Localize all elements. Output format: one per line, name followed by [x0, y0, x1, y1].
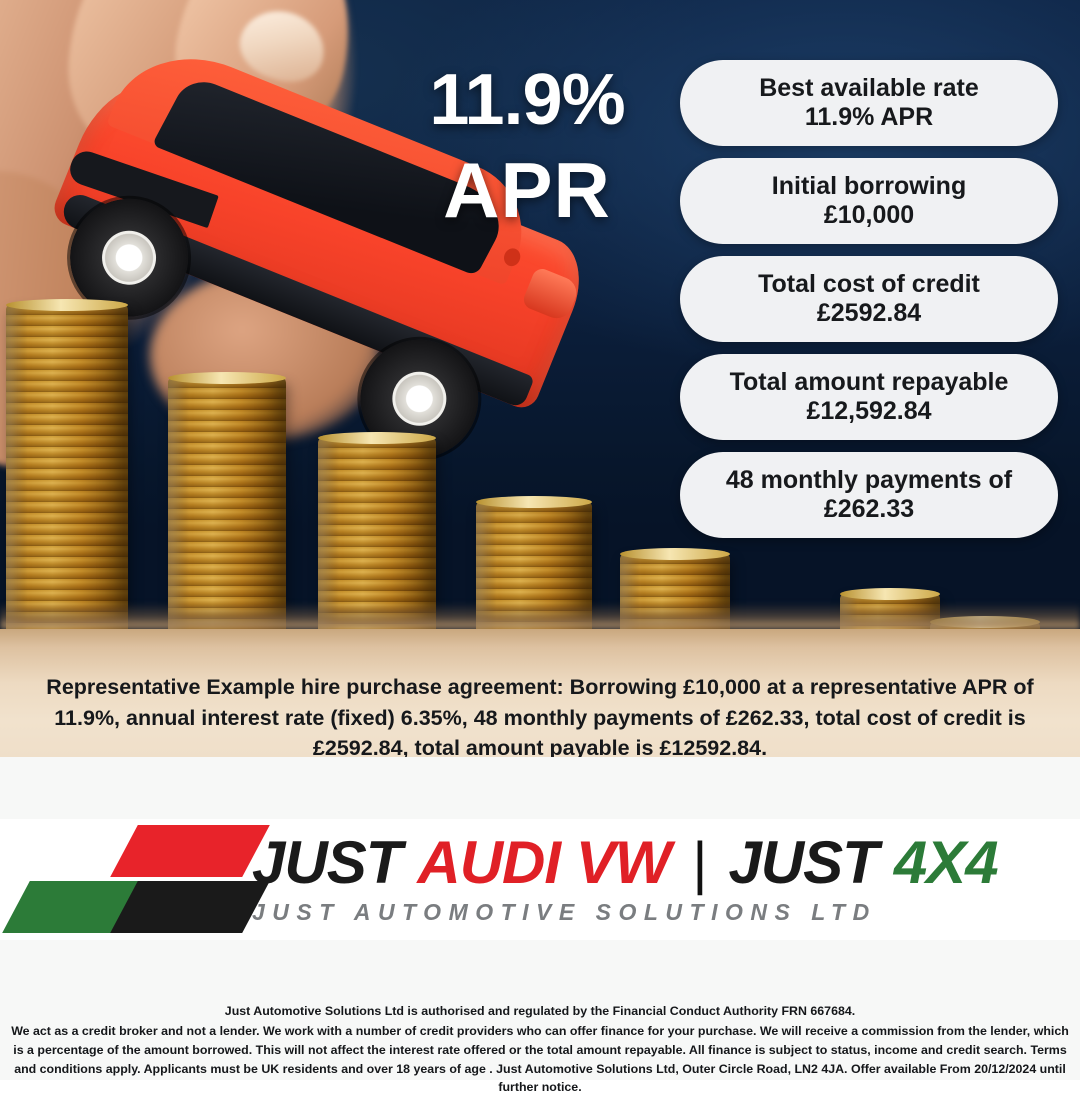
pill-label: Total amount repayable: [729, 367, 1009, 396]
apr-label: APR: [443, 146, 611, 235]
white-spacer: [0, 757, 1080, 819]
pill-label: Total cost of credit: [758, 269, 980, 298]
logo-parallelogram-mark: [0, 819, 270, 940]
pill-value: 11.9% APR: [804, 103, 934, 131]
pill-value: £10,000: [823, 201, 915, 229]
coin-top: [476, 496, 592, 508]
coin-top: [318, 432, 436, 444]
logo-subtitle: JUST AUTOMOTIVE SOLUTIONS LTD: [252, 899, 877, 925]
regulatory-footer: Just Automotive Solutions Ltd is authori…: [0, 940, 1080, 1094]
logo-divider: |: [692, 831, 707, 896]
pill-label: Best available rate: [759, 73, 979, 102]
pill-monthly-payments: 48 monthly payments of £262.33: [680, 452, 1058, 538]
table-edge: [0, 603, 1080, 629]
parallelogram-red-icon: [110, 825, 270, 877]
logo-just-audi-vw-prefix: JUST: [252, 829, 402, 896]
pill-value: £262.33: [823, 495, 915, 523]
coin-stack-1: [6, 299, 128, 649]
coin-top: [168, 372, 286, 384]
logo-wordmark: JUST AUDI VW | JUST 4X4 JUST AUTOMOTIVE …: [252, 833, 1080, 926]
coin-top: [620, 548, 730, 560]
pill-value: £2592.84: [816, 299, 922, 327]
logo-4x4: 4X4: [893, 829, 999, 896]
table-surface: [0, 629, 1080, 757]
pill-label: Initial borrowing: [771, 171, 967, 200]
hero-photo-section: 11.9% APR Best available rate 11.9% APR …: [0, 0, 1080, 757]
pill-best-available-rate: Best available rate 11.9% APR: [680, 60, 1058, 146]
finance-detail-pill-list: Best available rate 11.9% APR Initial bo…: [680, 60, 1060, 550]
apr-headline: 11.9% APR: [392, 60, 662, 235]
footer-disclaimer-line: We act as a credit broker and not a lend…: [11, 1023, 1069, 1095]
logo-main-line: JUST AUDI VW | JUST 4X4: [252, 833, 1066, 893]
pill-total-amount-repayable: Total amount repayable £12,592.84: [680, 354, 1058, 440]
company-logo-banner: JUST AUDI VW | JUST 4X4 JUST AUTOMOTIVE …: [0, 819, 1080, 940]
logo-audi-vw: AUDI VW: [417, 829, 671, 896]
pill-value: £12,592.84: [806, 397, 932, 425]
coin-top: [840, 588, 940, 600]
pill-total-cost-of-credit: Total cost of credit £2592.84: [680, 256, 1058, 342]
footer-authorisation-line: Just Automotive Solutions Ltd is authori…: [224, 1004, 856, 1018]
representative-example-text: Representative Example hire purchase agr…: [46, 675, 1034, 757]
pill-initial-borrowing: Initial borrowing £10,000: [680, 158, 1058, 244]
coin-top: [6, 299, 128, 311]
apr-rate-value: 11.9%: [429, 60, 625, 140]
logo-just-4x4-prefix: JUST: [728, 829, 878, 896]
parallelogram-black-icon: [110, 881, 270, 933]
pill-label: 48 monthly payments of: [725, 465, 1013, 494]
